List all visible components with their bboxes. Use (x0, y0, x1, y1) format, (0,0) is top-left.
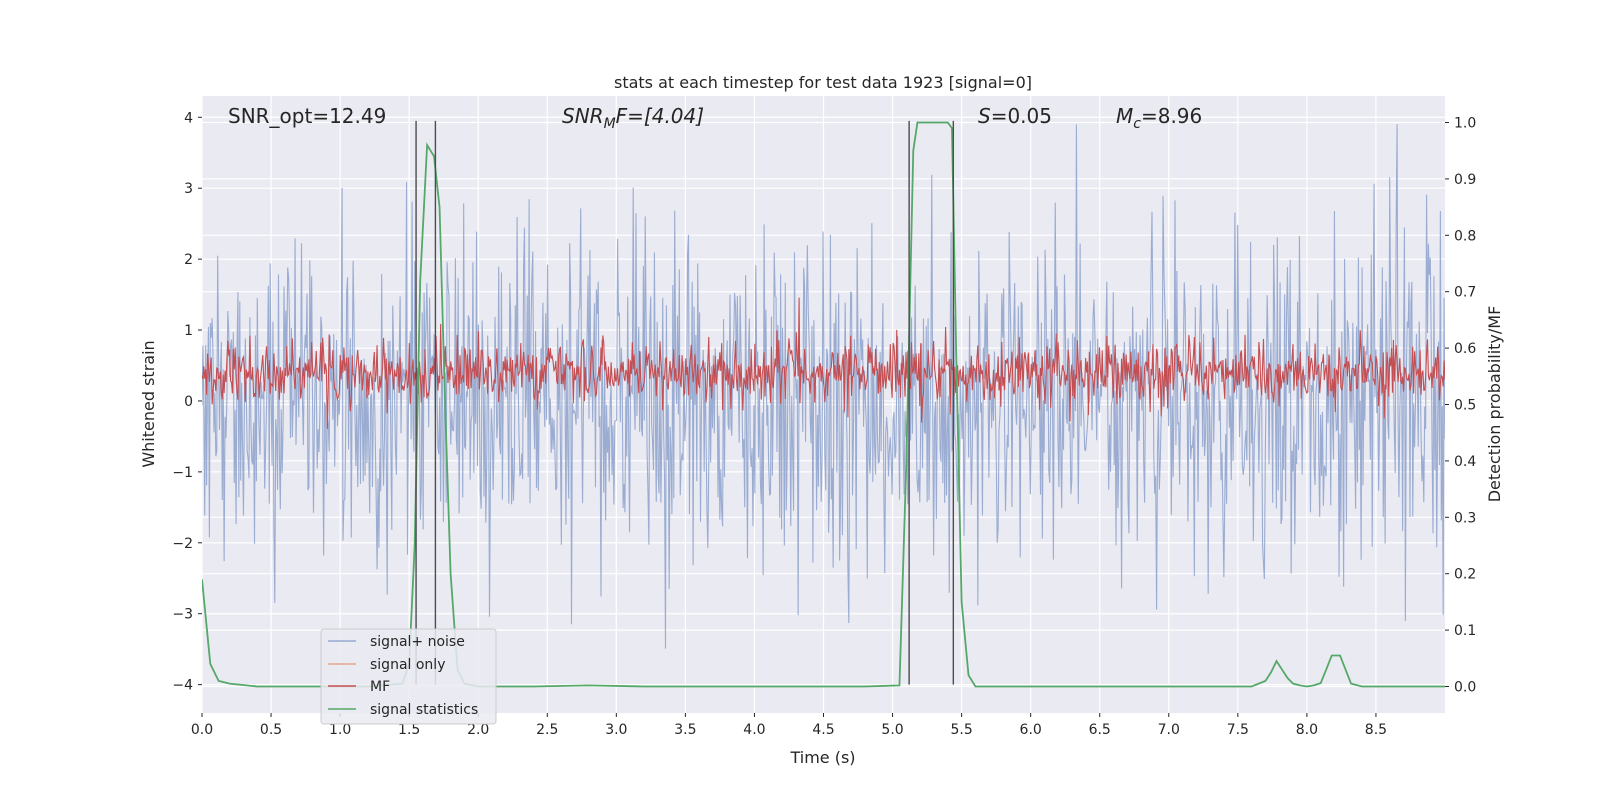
series-mf (202, 297, 1445, 429)
series-signal-noise (202, 124, 1445, 649)
y-tick-label-1: 3 (184, 181, 193, 197)
snr-mf-value: F=[4.04] (616, 104, 704, 128)
y2-tick-label-1: 0.9 (1454, 172, 1476, 188)
y2-tick-label-8: 0.2 (1454, 567, 1476, 583)
mc-annotation: Mc=8.96 (1116, 104, 1202, 132)
x-tick-label-6: 3.0 (605, 722, 627, 738)
x-tick-label-8: 4.0 (743, 722, 765, 738)
legend-label-signal-only: signal only (370, 657, 445, 673)
s-value: =0.05 (991, 104, 1052, 128)
y-axis-label: Whitened strain (139, 340, 158, 467)
x-tick-label-0: 0.0 (191, 722, 213, 738)
mc-value: =8.96 (1141, 104, 1202, 128)
snr-mf-f-and-value: F=[4.04] (616, 104, 704, 128)
x-tick-label-16: 8.0 (1296, 722, 1318, 738)
y-tick-label-8: −4 (172, 678, 193, 694)
y-tick-label-3: 1 (184, 323, 193, 339)
s-symbol: S (978, 104, 991, 128)
y-tick-label-5: −1 (172, 465, 193, 481)
snr-mf-subscript: M (604, 116, 616, 132)
y2-tick-label-0: 1.0 (1454, 116, 1476, 132)
y-tick-label-0: 4 (184, 110, 193, 126)
x-tick-label-12: 6.0 (1020, 722, 1042, 738)
x-tick-label-11: 5.5 (950, 722, 972, 738)
y-tick-label-2: 2 (184, 252, 193, 268)
x-tick-label-4: 2.0 (467, 722, 489, 738)
y2-tick-label-6: 0.4 (1454, 454, 1476, 470)
legend-box (320, 628, 497, 725)
y2-tick-label-2: 0.8 (1454, 228, 1476, 244)
legend-label-signal-noise: signal+ noise (370, 634, 465, 650)
x-tick-label-15: 7.5 (1227, 722, 1249, 738)
snr-mf-symbol: SNR (562, 104, 604, 128)
legend-label-mf: MF (370, 679, 390, 695)
x-tick-label-2: 1.0 (329, 722, 351, 738)
x-tick-label-7: 3.5 (674, 722, 696, 738)
x-axis-ticks: 0.0 0.5 1.0 1.5 2.0 2.5 3.0 3.5 4.0 4.5 5.0 5.5 6.0 6… (191, 713, 1387, 738)
y2-tick-label-10: 0.0 (1454, 679, 1476, 695)
y2-tick-label-5: 0.5 (1454, 398, 1476, 414)
y2-tick-label-3: 0.7 (1454, 285, 1476, 301)
y2-axis-ticks: 1.0 0.9 0.8 0.7 0.6 0.5 0.4 0.3 0.2 0.1 0.0 (1445, 116, 1476, 695)
legend-label-signal-statistics: signal statistics (370, 702, 478, 718)
snr-opt-annotation: SNR_opt=12.49 (228, 104, 386, 128)
legend: signal+ noise signal only MF signal stat… (320, 628, 497, 725)
x-tick-label-17: 8.5 (1365, 722, 1387, 738)
x-tick-label-9: 4.5 (812, 722, 834, 738)
y2-tick-label-4: 0.6 (1454, 341, 1476, 357)
mc-subscript: c (1133, 116, 1141, 132)
x-tick-label-1: 0.5 (260, 722, 282, 738)
snr-mf-annotation: SNRMF=[4.04] (562, 104, 704, 132)
y2-tick-label-7: 0.3 (1454, 510, 1476, 526)
x-tick-label-5: 2.5 (536, 722, 558, 738)
vertical-markers (415, 120, 955, 685)
y-axis-ticks: 4 3 2 1 0 −1 −2 −3 −4 (172, 110, 202, 694)
x-tick-label-14: 7.0 (1158, 722, 1180, 738)
x-tick-label-13: 6.5 (1089, 722, 1111, 738)
y2-tick-label-9: 0.1 (1454, 623, 1476, 639)
s-annotation: S=0.05 (978, 104, 1052, 128)
x-tick-label-3: 1.5 (398, 722, 420, 738)
x-axis-label: Time (s) (789, 748, 855, 767)
y-tick-label-7: −3 (172, 607, 193, 623)
y2-axis-label: Detection probability/MF (1485, 306, 1504, 503)
x-tick-label-10: 5.0 (881, 722, 903, 738)
y-tick-label-6: −2 (172, 536, 193, 552)
y-tick-label-4: 0 (184, 394, 193, 410)
chart-title: stats at each timestep for test data 192… (614, 73, 1032, 92)
mc-symbol: M (1116, 104, 1133, 128)
